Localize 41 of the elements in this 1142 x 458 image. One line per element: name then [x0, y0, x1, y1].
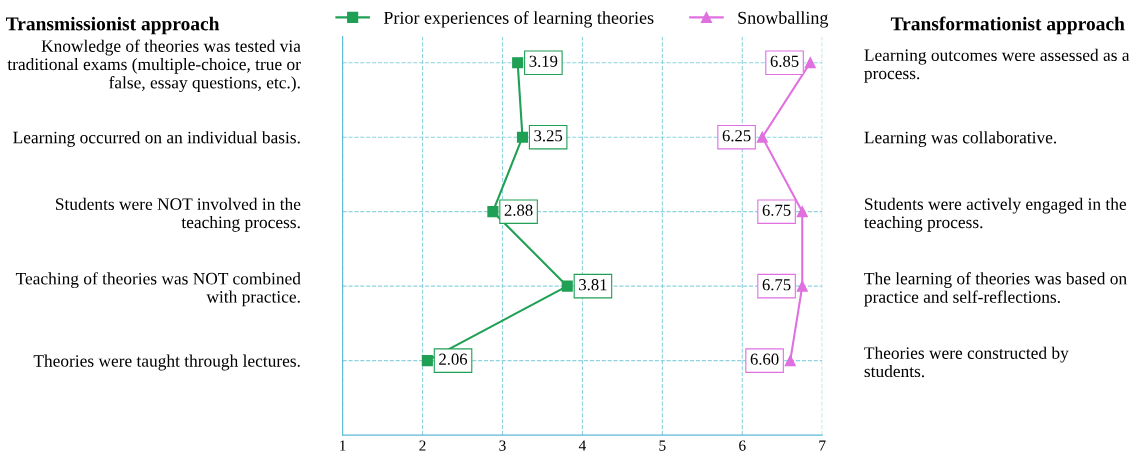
point: [804, 57, 816, 69]
x-tick-label: 1: [340, 440, 346, 451]
data-label: 6.75: [762, 204, 791, 216]
y2-tick-label: Students were actively engaged in the teaching process.: [864, 197, 1127, 232]
data-label: 6.75: [762, 279, 791, 291]
x-tick-label: 4: [578, 440, 586, 451]
y2-tick-label: The learning of theories was based on practice and self-reflections.: [864, 272, 1127, 307]
point: [561, 280, 573, 292]
y-tick-label: Knowledge of theories was tested via traditional exams (multiple-choice, true or false, essay questions, etc.).: [7, 39, 301, 93]
point: [487, 206, 499, 218]
data-label: 3.19: [529, 55, 558, 67]
x-tick-label: 2: [419, 440, 426, 451]
x-tick-label: 6: [739, 440, 746, 451]
legend-label: Snowballing: [738, 11, 829, 28]
point: [516, 131, 529, 143]
data-label: 2.88: [504, 204, 533, 216]
legend-label: Prior experiences of learning theories: [383, 11, 654, 28]
data-label: 6.25: [722, 130, 751, 142]
point: [421, 355, 433, 367]
y-tick-label: Students were NOT involved in the teaching process.: [56, 197, 301, 232]
y2-tick-label: Learning was collaborative.: [864, 131, 1057, 147]
y-axis-title: Transmissionist approach: [6, 16, 220, 35]
y-tick-label: Learning occurred on an individual basis.: [13, 131, 300, 147]
data-label: 2.06: [439, 353, 468, 365]
data-label: 6.85: [770, 55, 799, 67]
point: [512, 57, 524, 69]
y2-tick-label: Theories were constructed by students.: [864, 346, 1069, 378]
y2-tick-label: Learning outcomes were assessed as a process.: [864, 48, 1130, 83]
y-tick-label: Theories were taught through lectures.: [33, 354, 300, 371]
point: [796, 280, 808, 292]
y2-axis-title: Transformationist approach: [890, 16, 1125, 35]
data-label: 3.25: [534, 130, 563, 142]
x-tick-label: 7: [819, 440, 826, 451]
x-tick-label: 3: [499, 440, 506, 451]
data-label: 6.60: [750, 353, 779, 365]
data-label: 3.81: [579, 279, 607, 291]
point: [784, 355, 796, 367]
x-tick-label: 5: [659, 440, 666, 451]
point: [796, 206, 808, 218]
point: [756, 131, 768, 143]
y-tick-label: Teaching of theories was NOT combined with practice.: [15, 272, 301, 307]
